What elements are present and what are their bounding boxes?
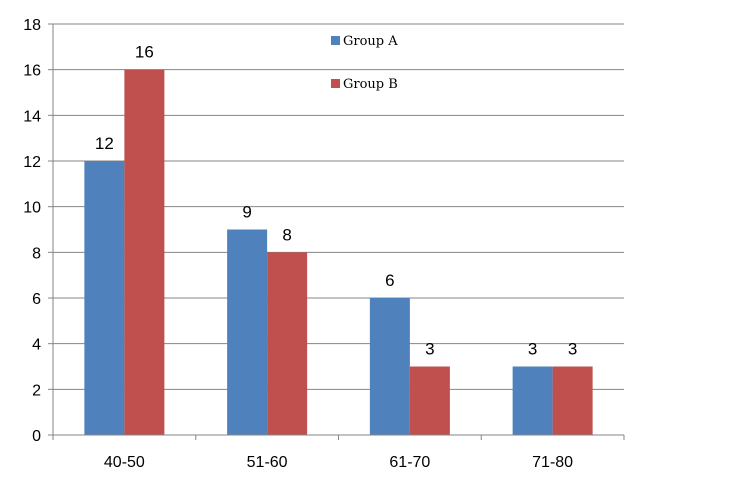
y-tick-label-10: 10 [23,200,41,217]
legend-label-group-a: Group A [343,34,398,49]
data-label-group-b-40-50: 16 [135,43,154,62]
y-tick-label-0: 0 [32,428,41,445]
x-tick-label-71-80: 71-80 [532,454,573,471]
x-tick-label-61-70: 61-70 [389,454,430,471]
data-label-group-b-61-70: 3 [425,340,434,359]
bar-group-b-51-60 [267,252,308,435]
bar-group-b-61-70 [409,366,450,435]
x-tick-label-40-50: 40-50 [104,454,145,471]
data-label-group-a-51-60: 9 [242,203,251,222]
data-label-group-a-40-50: 12 [95,134,114,153]
bar-group-a-71-80 [512,366,553,435]
data-labels: 12 16 9 8 6 3 3 3 [95,43,577,359]
bar-group-b-71-80 [552,366,593,435]
legend: Group A Group B [331,34,398,92]
bar-group-a-61-70 [369,298,410,435]
y-tick-label-14: 14 [23,108,41,125]
data-label-group-b-71-80: 3 [568,340,577,359]
y-tick-label-16: 16 [23,63,41,80]
y-tick-label-8: 8 [32,245,41,262]
y-tick-label-12: 12 [23,154,41,171]
x-axis-tick-labels: 40-50 51-60 61-70 71-80 [104,454,573,471]
data-label-group-a-61-70: 6 [385,271,394,290]
legend-swatch-group-a [331,36,340,45]
legend-swatch-group-b [331,79,340,88]
y-tick-label-18: 18 [23,17,41,34]
y-tick-label-4: 4 [32,337,41,354]
bar-group-b-40-50 [124,69,165,436]
bars [84,69,593,436]
data-label-group-a-71-80: 3 [528,340,537,359]
x-tick-label-51-60: 51-60 [247,454,288,471]
y-axis-tick-labels: 0 2 4 6 8 10 12 14 16 18 [23,17,41,445]
y-tick-label-6: 6 [32,291,41,308]
y-tick-label-2: 2 [32,382,41,399]
axes [48,23,625,440]
data-label-group-b-51-60: 8 [282,225,291,244]
legend-label-group-b: Group B [343,77,398,92]
bar-group-a-40-50 [84,161,125,435]
bar-group-a-51-60 [227,229,268,435]
